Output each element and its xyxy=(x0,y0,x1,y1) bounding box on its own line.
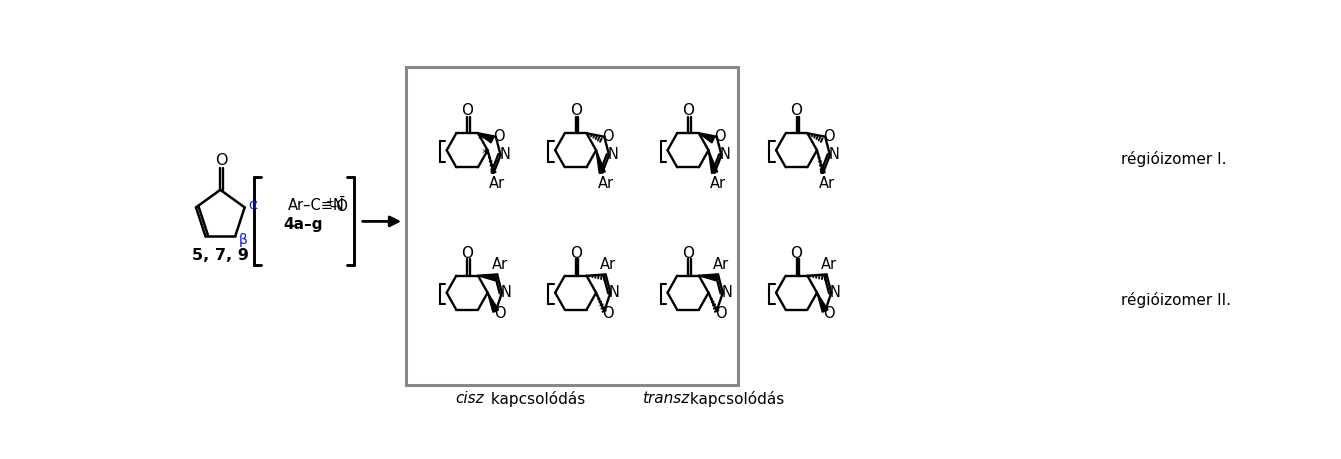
Text: O: O xyxy=(215,153,228,168)
Text: O: O xyxy=(602,306,614,320)
Text: O: O xyxy=(493,129,506,144)
Polygon shape xyxy=(708,150,717,174)
Text: O: O xyxy=(715,306,727,320)
Text: 5, 7, 9: 5, 7, 9 xyxy=(192,248,249,263)
Text: O: O xyxy=(683,246,695,261)
Text: Ar: Ar xyxy=(601,257,617,273)
Text: Ar: Ar xyxy=(821,257,837,273)
Text: kapcsolódás: kapcsolódás xyxy=(487,391,586,407)
Text: 4a–g: 4a–g xyxy=(283,217,323,232)
Polygon shape xyxy=(699,275,717,281)
Text: transz: transz xyxy=(642,391,689,406)
Text: O: O xyxy=(493,306,506,320)
Text: N: N xyxy=(499,147,510,162)
Text: N: N xyxy=(721,285,732,300)
Text: β: β xyxy=(239,233,248,246)
Text: Ar: Ar xyxy=(818,176,834,191)
Text: N: N xyxy=(829,147,839,162)
Text: O: O xyxy=(461,103,473,118)
Text: α: α xyxy=(248,198,257,212)
Text: O: O xyxy=(791,103,802,118)
Polygon shape xyxy=(488,293,499,312)
Text: O: O xyxy=(823,306,835,320)
Bar xyxy=(406,67,738,385)
Text: kapcsolódás: kapcsolódás xyxy=(685,391,784,407)
Text: N: N xyxy=(500,285,511,300)
Text: O: O xyxy=(461,246,473,261)
Text: Ar: Ar xyxy=(489,176,506,191)
Text: O: O xyxy=(570,103,582,118)
Text: Ar: Ar xyxy=(709,176,725,191)
Text: O: O xyxy=(823,129,834,144)
Text: +: + xyxy=(326,197,334,207)
Text: cisz: cisz xyxy=(456,391,484,406)
Text: *: * xyxy=(481,147,488,160)
Text: O: O xyxy=(683,103,695,118)
Text: N: N xyxy=(609,285,620,300)
Text: O: O xyxy=(791,246,802,261)
Text: N: N xyxy=(830,285,841,300)
Polygon shape xyxy=(477,275,496,281)
Text: N: N xyxy=(607,147,618,162)
Text: Ar: Ar xyxy=(492,257,508,273)
Text: régióizomer I.: régióizomer I. xyxy=(1121,151,1227,167)
Text: Ar: Ar xyxy=(712,257,728,273)
Text: Ar–C≡N: Ar–C≡N xyxy=(288,198,345,213)
Text: Ar: Ar xyxy=(598,176,614,191)
Polygon shape xyxy=(477,133,493,143)
Text: *: * xyxy=(477,133,484,146)
Text: O: O xyxy=(602,129,614,144)
Polygon shape xyxy=(817,293,827,312)
Text: O: O xyxy=(715,129,725,144)
Text: régióizomer II.: régióizomer II. xyxy=(1121,292,1231,308)
Polygon shape xyxy=(699,133,715,143)
Text: O: O xyxy=(570,246,582,261)
Polygon shape xyxy=(597,150,605,174)
Text: N: N xyxy=(720,147,731,162)
Text: –Ō: –Ō xyxy=(329,198,347,213)
